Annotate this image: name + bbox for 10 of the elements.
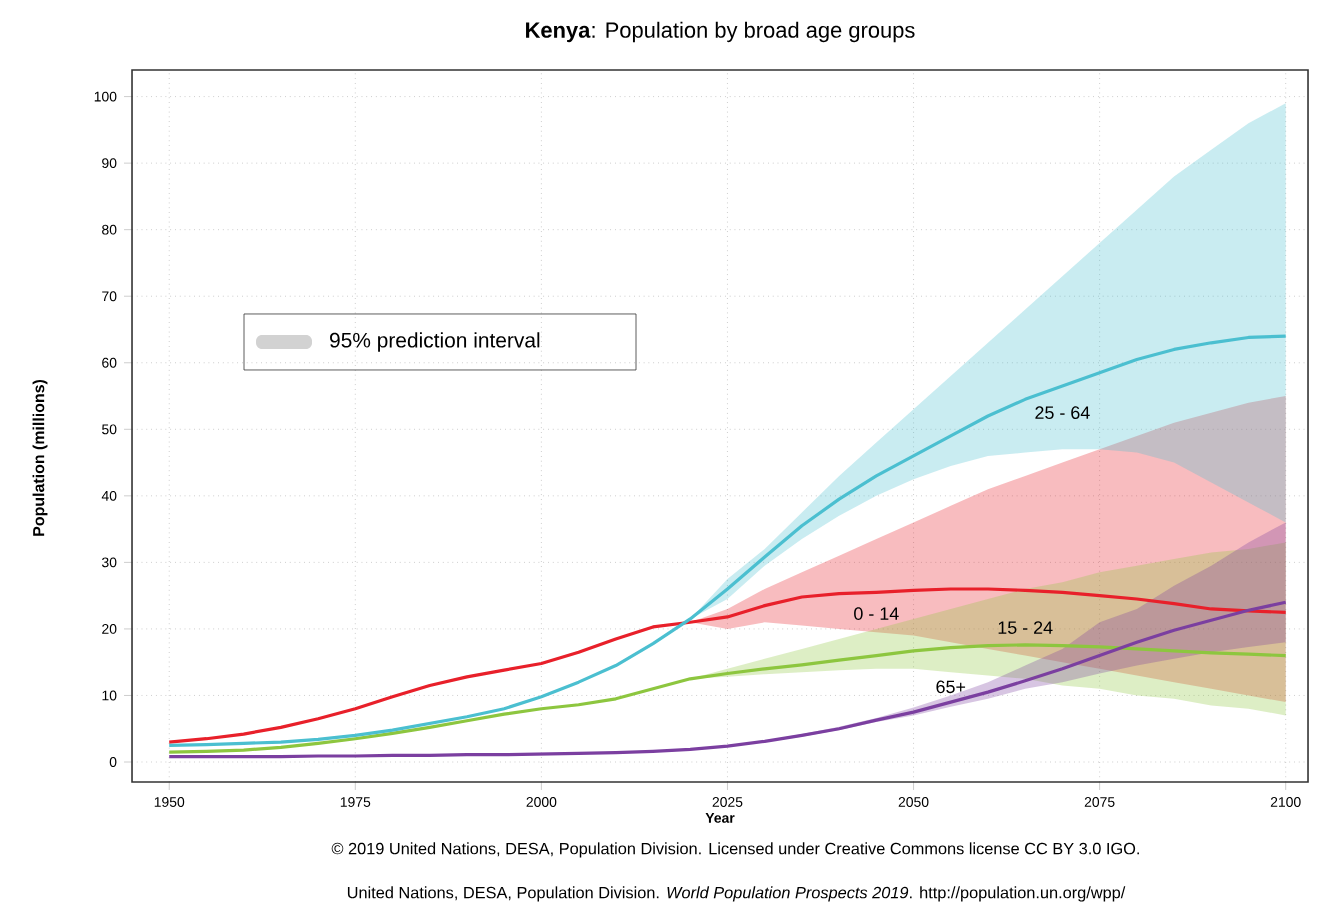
series-label: 25 - 64	[1035, 406, 1090, 420]
line-series	[167, 587, 1288, 744]
legend-title: 95% prediction interval	[330, 332, 540, 352]
line-series	[167, 643, 1288, 754]
series-label: 65+	[936, 680, 966, 694]
chart-title: Kenya: Population by broad age groups	[526, 21, 915, 43]
text: © 2019 United Nations, DESA, Population Division. Licensed under Creative Commons license CC BY 3.0 IGO.	[331, 842, 1139, 858]
series-label: 15 - 24	[998, 621, 1053, 634]
series-label: 0 - 14	[854, 607, 899, 620]
text: United Nations, DESA, Population Division. World Population Prospects 2019. http://population.un.org/wpp/	[347, 886, 1126, 902]
